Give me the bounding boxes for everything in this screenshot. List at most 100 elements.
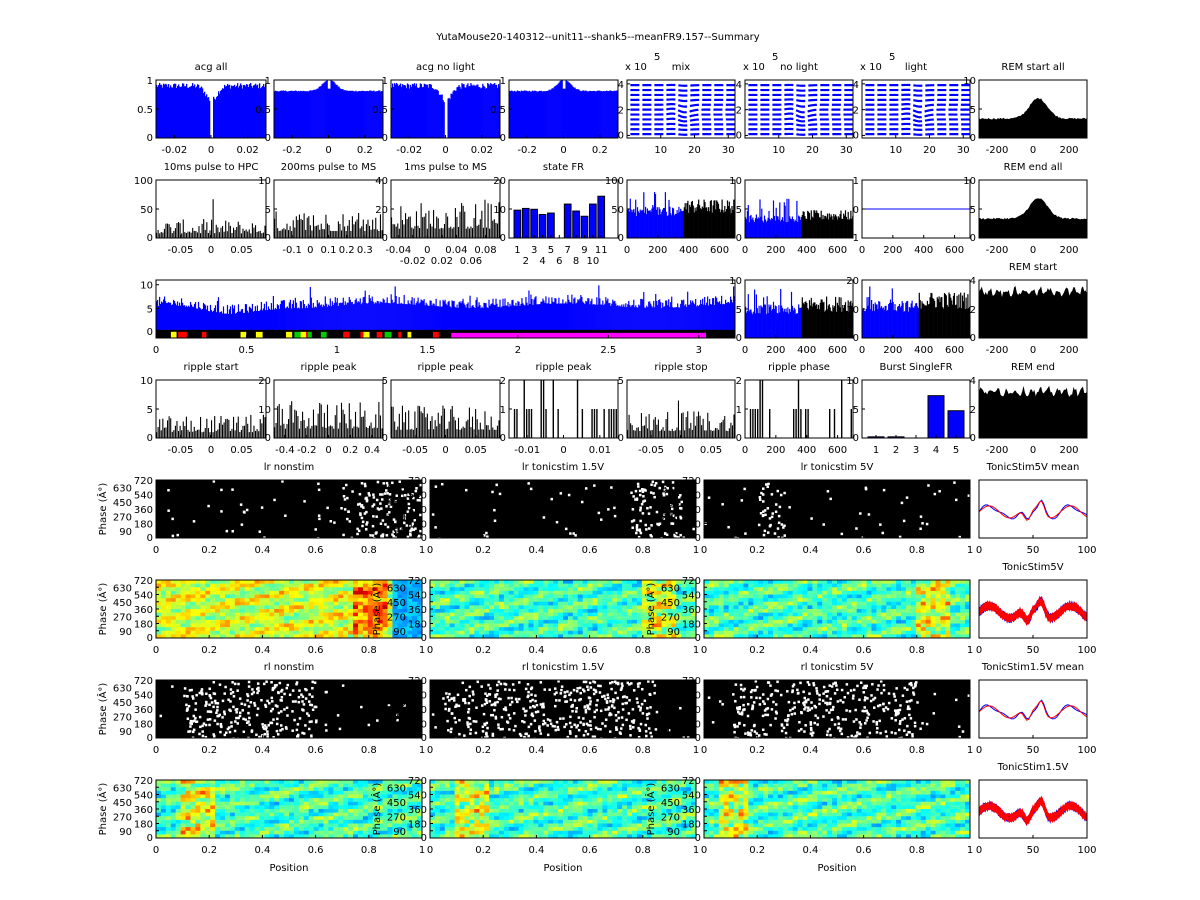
heatmap-cell [160,580,167,585]
heatmap-cell [156,601,162,606]
heatmap-cell [543,609,549,614]
histogram-bar [608,409,610,438]
histogram-bar [477,306,479,338]
heatmap-cell [508,583,515,588]
heatmap-cell [518,605,525,610]
x-tick-label: 0.2 [592,145,608,156]
heatmap-cell [572,612,579,617]
heatmap-cell [328,587,334,592]
raster-gap [240,523,244,526]
heatmap-cell [392,587,398,592]
heatmap-cell [469,587,475,592]
raster-gap [774,503,778,506]
histogram-bar [392,224,394,238]
histogram-bar [657,419,659,438]
heatmap-cell [239,601,246,606]
axes-box [861,79,971,139]
histogram-bar [817,308,819,338]
heatmap-cell [382,616,389,621]
heatmap-cell [704,601,710,606]
heatmap-cell [607,583,613,588]
y-tick-label: 720 [408,576,427,587]
histogram-bar [371,296,373,338]
histogram-bar [915,303,917,338]
heatmap-cell [274,605,280,610]
histogram-bar [603,90,605,138]
histogram-bar [430,300,432,338]
heatmap-cell [417,605,422,610]
histogram-bar [156,301,158,338]
raster-gap [364,528,368,531]
heatmap-cell [439,601,446,606]
heatmap-cell [298,598,305,603]
heatmap-cell [548,612,554,617]
histogram-bar [654,307,656,338]
heatmap-cell [704,623,710,628]
heatmap-cell [412,590,418,595]
heatmap-cell [558,634,564,638]
heatmap-cell [407,590,413,595]
heatmap-cell [666,594,672,599]
heatmap-cell [558,580,564,585]
x-tick-label: 0.4 [802,545,818,556]
waveform-trace [865,93,970,97]
heatmap-cell [239,627,246,632]
x-tick-label: 10 [654,145,667,156]
histogram-bar [816,210,818,238]
histogram-bar [330,80,332,138]
x-tick-label: 9 [581,245,587,256]
heatmap-cell [656,605,663,610]
raster-gap [361,524,364,528]
histogram-bar [282,300,284,338]
heatmap-cell [704,630,710,635]
histogram-bar [306,426,308,438]
histogram-bar [372,91,374,138]
histogram-bar [225,419,227,438]
histogram-bar [712,298,714,338]
heatmap-cell [474,630,480,635]
histogram-bar [598,90,600,138]
heatmap-cell [357,587,364,592]
histogram-bar [540,380,542,438]
histogram-bar [514,305,516,338]
y-tick-label: 180 [408,620,427,631]
waveform-trace [630,93,735,97]
x-tick-label: 30 [957,145,970,156]
heatmap-cell [343,583,349,588]
histogram-bar [262,414,264,438]
histogram-bar [712,205,714,238]
heatmap-cell [195,590,201,595]
raster-gap [641,512,645,515]
heatmap-cell [474,616,480,621]
histogram-bar [484,411,486,438]
heatmap-cell [474,587,480,592]
heatmap-cell [343,634,349,638]
histogram-bar [281,300,283,338]
histogram-bar [601,91,603,138]
heatmap-cell [494,580,500,585]
histogram-bar [181,302,184,338]
histogram-bar [427,87,429,138]
histogram-bar [515,91,518,138]
histogram-bar [417,297,419,338]
heatmap-cell [244,627,251,632]
histogram-bar [162,418,164,438]
histogram-bar [632,209,634,238]
histogram-bar [908,307,910,338]
heatmap-cell [353,634,359,638]
plot-area [509,80,618,138]
heatmap-cell [548,594,554,599]
histogram-bar [896,311,898,338]
histogram-bar [615,409,617,438]
raster-gap [650,483,653,486]
plot-area [274,211,383,238]
histogram-bar [262,232,264,238]
histogram-bar [174,83,176,138]
waveform-trace [630,117,735,123]
heatmap-cell [215,605,221,610]
raster-gap [362,506,365,509]
heatmap-cell [553,580,559,585]
waveform-trace [630,112,735,119]
histogram-bar [253,425,255,438]
heatmap-cell [577,623,584,628]
